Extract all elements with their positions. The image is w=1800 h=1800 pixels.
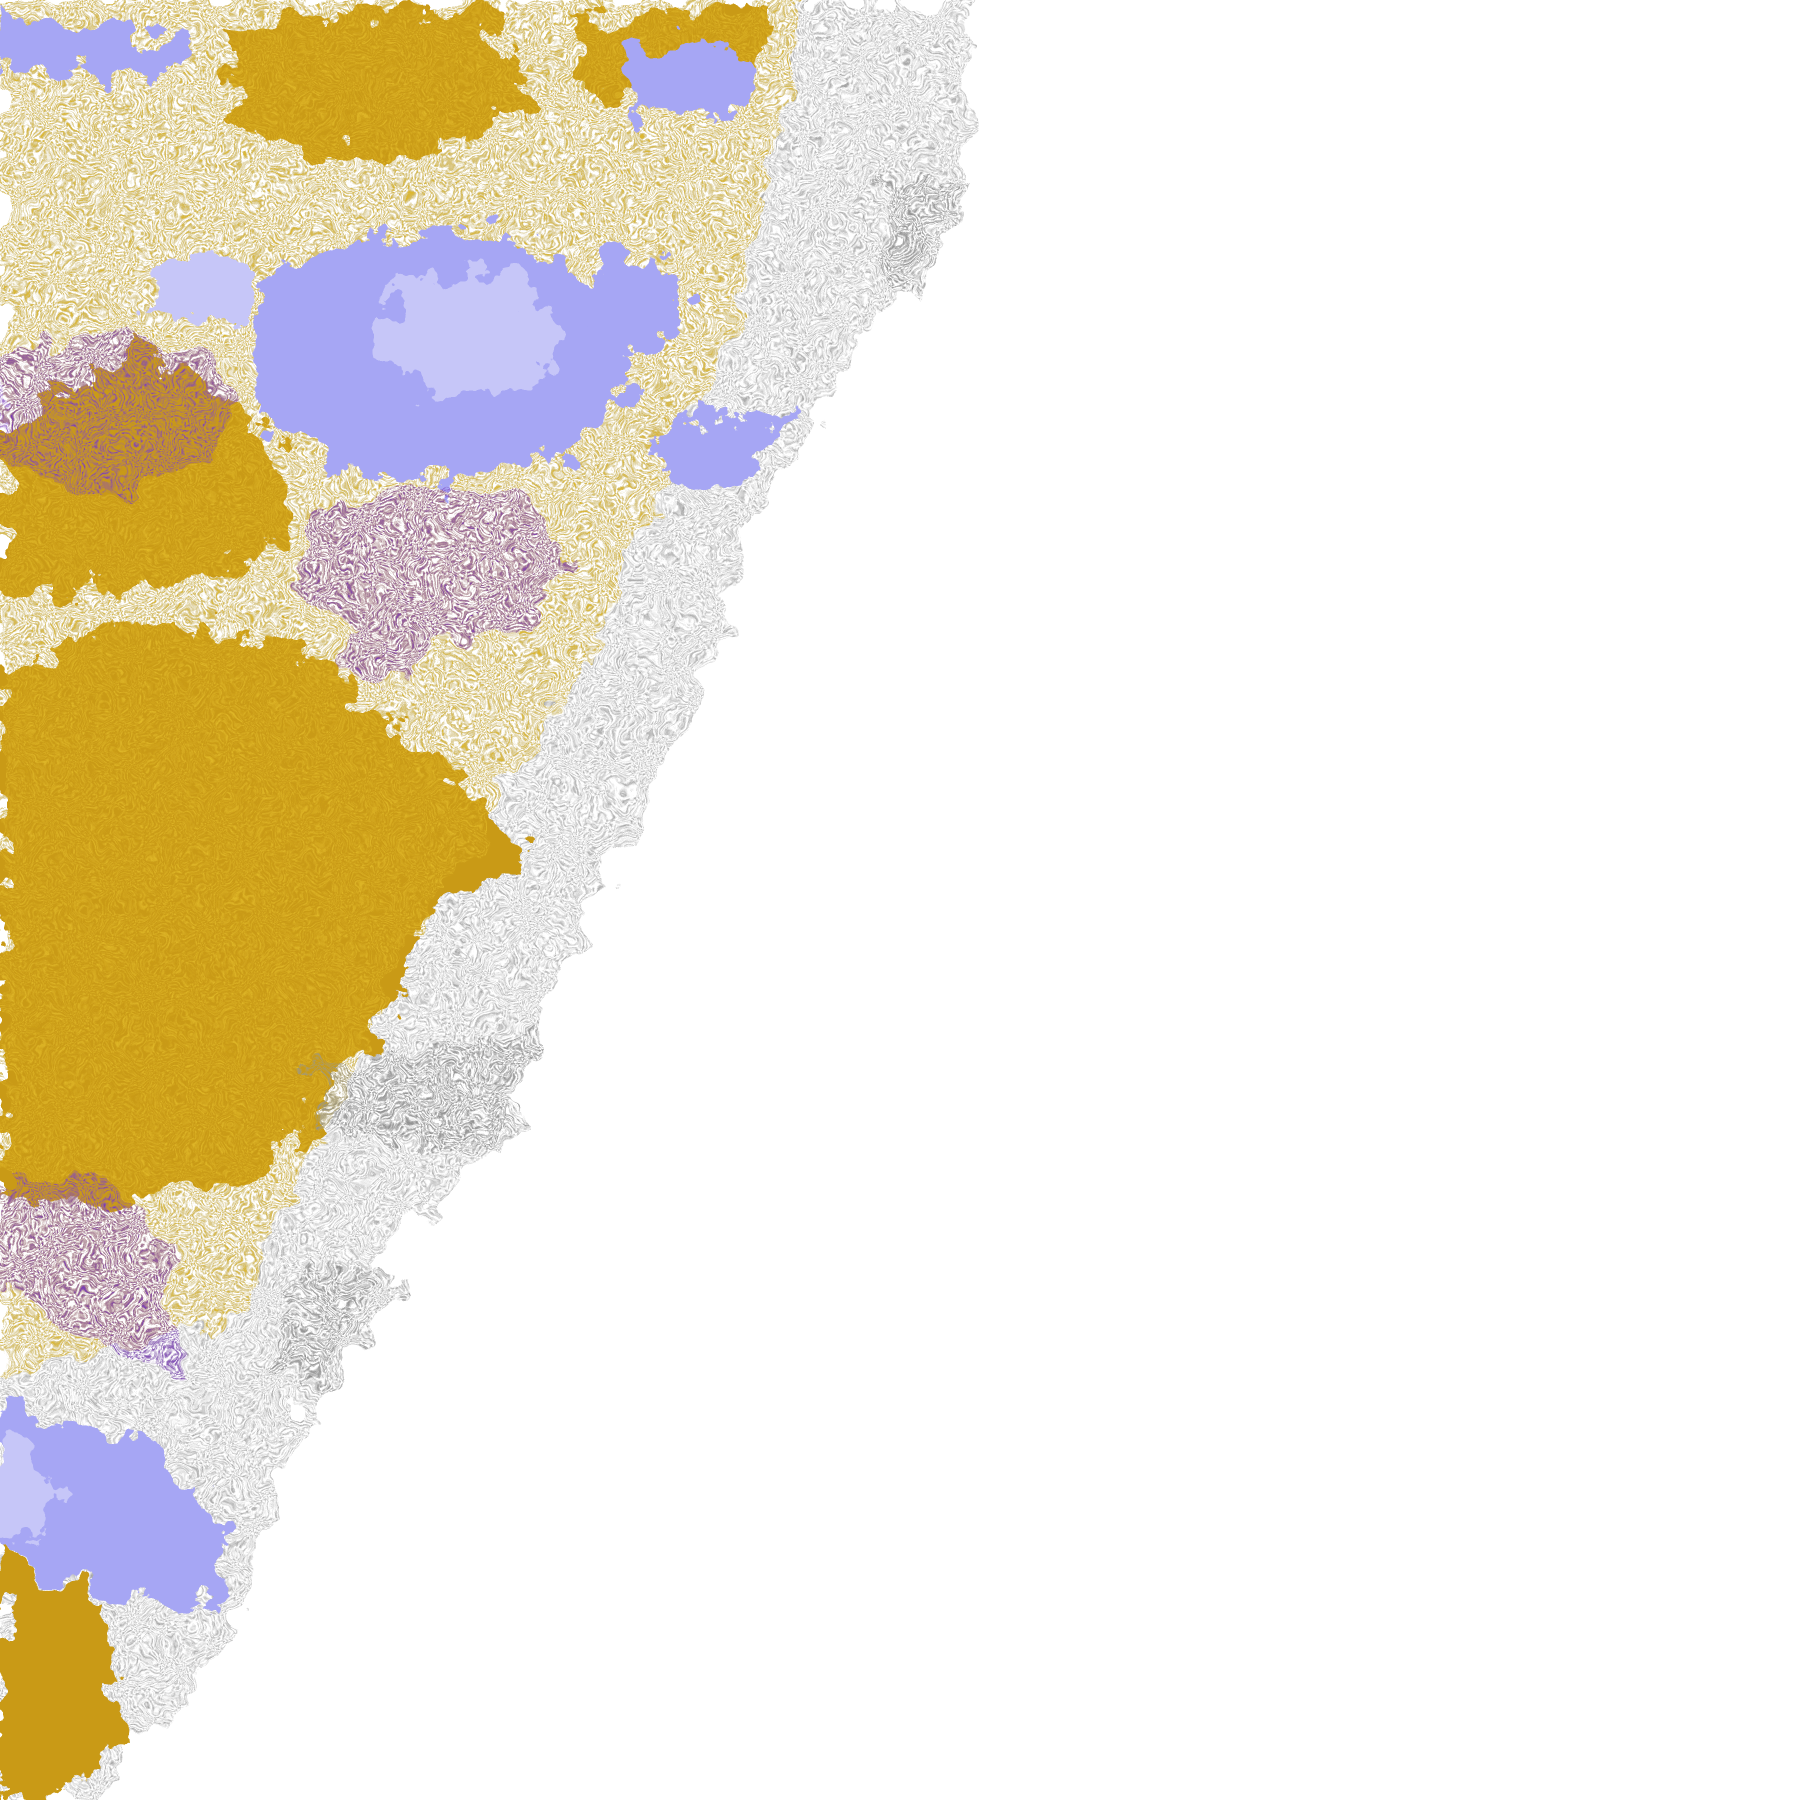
purple-layer xyxy=(0,332,574,1378)
gray-streaks xyxy=(275,172,976,1378)
light-lavender-layer xyxy=(0,252,563,1544)
